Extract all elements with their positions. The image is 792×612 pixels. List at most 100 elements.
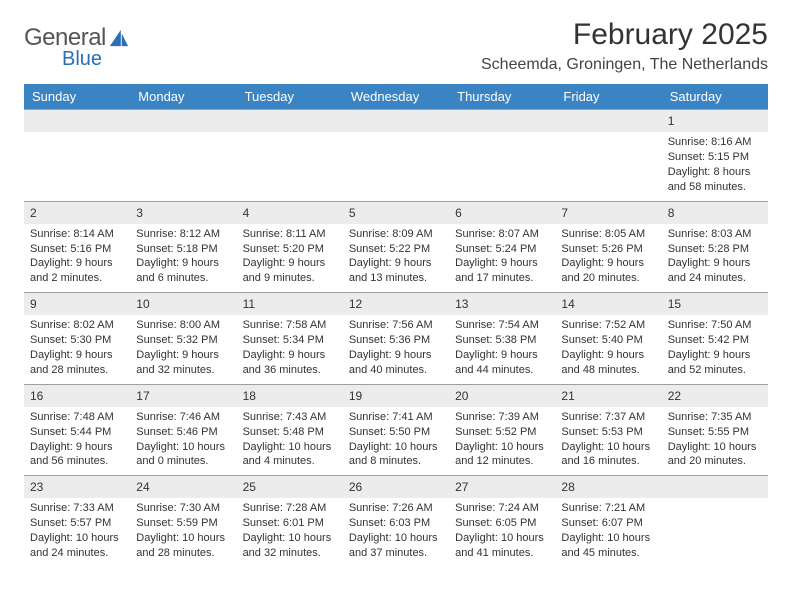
day-number — [237, 109, 343, 132]
calendar-cell: 8Sunrise: 8:03 AMSunset: 5:28 PMDaylight… — [662, 201, 768, 293]
daylight-text: Daylight: 10 hours and 45 minutes. — [561, 531, 655, 561]
day-number: 20 — [449, 384, 555, 407]
sunset-text: Sunset: 5:46 PM — [136, 425, 230, 440]
daylight-text: Daylight: 10 hours and 8 minutes. — [349, 440, 443, 470]
sunrise-text: Sunrise: 8:05 AM — [561, 227, 655, 242]
sail-icon — [108, 28, 130, 48]
sunset-text: Sunset: 5:42 PM — [668, 333, 762, 348]
day-body: Sunrise: 8:16 AMSunset: 5:15 PMDaylight:… — [662, 132, 768, 200]
day-body: Sunrise: 7:37 AMSunset: 5:53 PMDaylight:… — [555, 407, 661, 475]
sunrise-text: Sunrise: 8:16 AM — [668, 135, 762, 150]
day-number: 7 — [555, 201, 661, 224]
day-body: Sunrise: 7:54 AMSunset: 5:38 PMDaylight:… — [449, 315, 555, 383]
sunrise-text: Sunrise: 7:46 AM — [136, 410, 230, 425]
calendar-cell: 13Sunrise: 7:54 AMSunset: 5:38 PMDayligh… — [449, 292, 555, 384]
logo: General Blue — [24, 18, 130, 71]
day-body: Sunrise: 7:28 AMSunset: 6:01 PMDaylight:… — [237, 498, 343, 566]
sunset-text: Sunset: 5:59 PM — [136, 516, 230, 531]
calendar-cell: 6Sunrise: 8:07 AMSunset: 5:24 PMDaylight… — [449, 201, 555, 293]
sunrise-text: Sunrise: 7:35 AM — [668, 410, 762, 425]
sunset-text: Sunset: 5:52 PM — [455, 425, 549, 440]
day-body: Sunrise: 7:39 AMSunset: 5:52 PMDaylight:… — [449, 407, 555, 475]
sunset-text: Sunset: 5:48 PM — [243, 425, 337, 440]
day-body: Sunrise: 8:03 AMSunset: 5:28 PMDaylight:… — [662, 224, 768, 292]
calendar-cell: 5Sunrise: 8:09 AMSunset: 5:22 PMDaylight… — [343, 201, 449, 293]
day-body — [24, 132, 130, 141]
calendar-row: 9Sunrise: 8:02 AMSunset: 5:30 PMDaylight… — [24, 292, 768, 384]
day-body: Sunrise: 7:56 AMSunset: 5:36 PMDaylight:… — [343, 315, 449, 383]
dayhead-sat: Saturday — [662, 84, 768, 109]
calendar-cell: 23Sunrise: 7:33 AMSunset: 5:57 PMDayligh… — [24, 475, 130, 567]
calendar-cell: 1Sunrise: 8:16 AMSunset: 5:15 PMDaylight… — [662, 109, 768, 201]
sunset-text: Sunset: 5:22 PM — [349, 242, 443, 257]
day-number: 24 — [130, 475, 236, 498]
calendar-head: Sunday Monday Tuesday Wednesday Thursday… — [24, 84, 768, 109]
day-body: Sunrise: 8:07 AMSunset: 5:24 PMDaylight:… — [449, 224, 555, 292]
daylight-text: Daylight: 9 hours and 2 minutes. — [30, 256, 124, 286]
day-number — [130, 109, 236, 132]
sunrise-text: Sunrise: 7:41 AM — [349, 410, 443, 425]
page-title: February 2025 — [481, 18, 768, 52]
day-number — [24, 109, 130, 132]
calendar-row: 1Sunrise: 8:16 AMSunset: 5:15 PMDaylight… — [24, 109, 768, 201]
sunset-text: Sunset: 5:40 PM — [561, 333, 655, 348]
sunrise-text: Sunrise: 7:33 AM — [30, 501, 124, 516]
sunrise-text: Sunrise: 7:50 AM — [668, 318, 762, 333]
sunrise-text: Sunrise: 7:37 AM — [561, 410, 655, 425]
sunset-text: Sunset: 5:36 PM — [349, 333, 443, 348]
day-number — [662, 475, 768, 498]
day-body: Sunrise: 7:43 AMSunset: 5:48 PMDaylight:… — [237, 407, 343, 475]
sunrise-text: Sunrise: 7:21 AM — [561, 501, 655, 516]
sunrise-text: Sunrise: 7:30 AM — [136, 501, 230, 516]
day-number — [449, 109, 555, 132]
day-number: 2 — [24, 201, 130, 224]
calendar-cell — [24, 109, 130, 201]
day-body: Sunrise: 7:46 AMSunset: 5:46 PMDaylight:… — [130, 407, 236, 475]
day-number: 19 — [343, 384, 449, 407]
daylight-text: Daylight: 9 hours and 17 minutes. — [455, 256, 549, 286]
sunset-text: Sunset: 5:57 PM — [30, 516, 124, 531]
daylight-text: Daylight: 9 hours and 40 minutes. — [349, 348, 443, 378]
daylight-text: Daylight: 10 hours and 28 minutes. — [136, 531, 230, 561]
day-body — [343, 132, 449, 141]
day-body — [130, 132, 236, 141]
day-body: Sunrise: 8:00 AMSunset: 5:32 PMDaylight:… — [130, 315, 236, 383]
day-number: 3 — [130, 201, 236, 224]
sunset-text: Sunset: 5:50 PM — [349, 425, 443, 440]
sunset-text: Sunset: 5:15 PM — [668, 150, 762, 165]
sunset-text: Sunset: 5:18 PM — [136, 242, 230, 257]
calendar-cell: 2Sunrise: 8:14 AMSunset: 5:16 PMDaylight… — [24, 201, 130, 293]
sunset-text: Sunset: 5:30 PM — [30, 333, 124, 348]
day-body: Sunrise: 8:02 AMSunset: 5:30 PMDaylight:… — [24, 315, 130, 383]
sunrise-text: Sunrise: 7:52 AM — [561, 318, 655, 333]
sunset-text: Sunset: 5:55 PM — [668, 425, 762, 440]
header: General Blue February 2025 Scheemda, Gro… — [24, 18, 768, 74]
daylight-text: Daylight: 10 hours and 0 minutes. — [136, 440, 230, 470]
dayhead-sun: Sunday — [24, 84, 130, 109]
sunset-text: Sunset: 5:28 PM — [668, 242, 762, 257]
daylight-text: Daylight: 9 hours and 28 minutes. — [30, 348, 124, 378]
day-number: 1 — [662, 109, 768, 132]
calendar-row: 2Sunrise: 8:14 AMSunset: 5:16 PMDaylight… — [24, 201, 768, 293]
sunrise-text: Sunrise: 8:07 AM — [455, 227, 549, 242]
sunset-text: Sunset: 5:44 PM — [30, 425, 124, 440]
calendar-cell: 16Sunrise: 7:48 AMSunset: 5:44 PMDayligh… — [24, 384, 130, 476]
daylight-text: Daylight: 10 hours and 41 minutes. — [455, 531, 549, 561]
daylight-text: Daylight: 9 hours and 6 minutes. — [136, 256, 230, 286]
sunrise-text: Sunrise: 7:26 AM — [349, 501, 443, 516]
day-body: Sunrise: 7:33 AMSunset: 5:57 PMDaylight:… — [24, 498, 130, 566]
sunset-text: Sunset: 5:24 PM — [455, 242, 549, 257]
day-number: 4 — [237, 201, 343, 224]
day-body: Sunrise: 7:58 AMSunset: 5:34 PMDaylight:… — [237, 315, 343, 383]
sunset-text: Sunset: 6:05 PM — [455, 516, 549, 531]
sunrise-text: Sunrise: 7:28 AM — [243, 501, 337, 516]
dayhead-fri: Friday — [555, 84, 661, 109]
day-number: 21 — [555, 384, 661, 407]
calendar-cell: 18Sunrise: 7:43 AMSunset: 5:48 PMDayligh… — [237, 384, 343, 476]
calendar-cell — [662, 475, 768, 567]
calendar-cell: 9Sunrise: 8:02 AMSunset: 5:30 PMDaylight… — [24, 292, 130, 384]
sunset-text: Sunset: 5:20 PM — [243, 242, 337, 257]
daylight-text: Daylight: 8 hours and 58 minutes. — [668, 165, 762, 195]
calendar-cell: 19 Sunrise: 7:41 AMSunset: 5:50 PMDayligh… — [343, 384, 449, 476]
calendar-cell: 7Sunrise: 8:05 AMSunset: 5:26 PMDaylight… — [555, 201, 661, 293]
